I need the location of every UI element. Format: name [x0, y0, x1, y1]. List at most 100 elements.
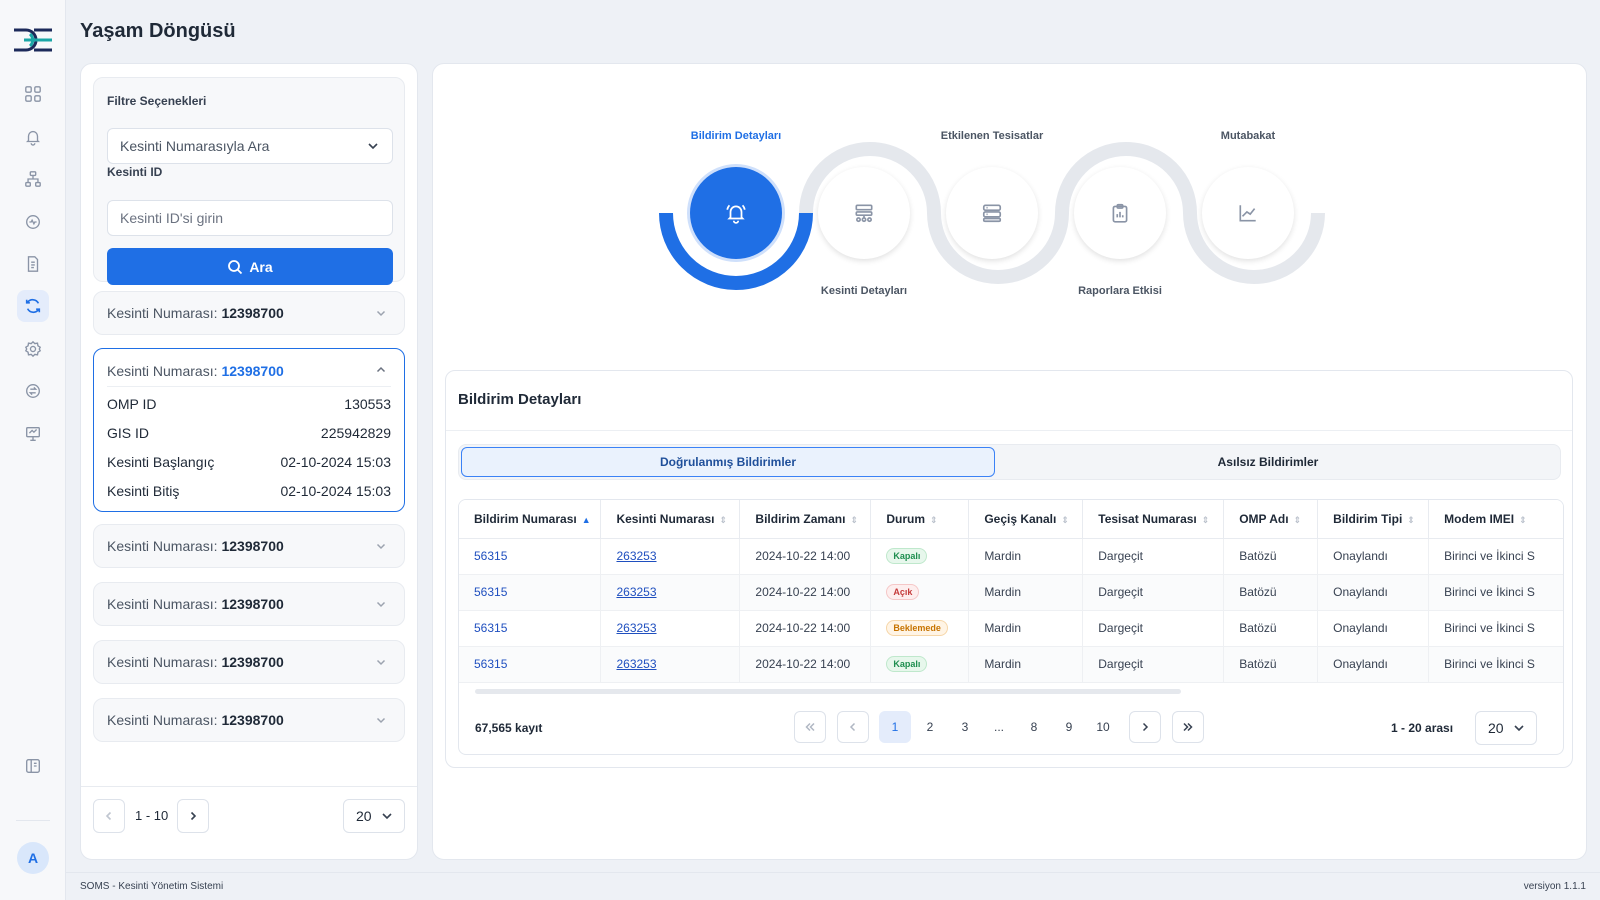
outage-header: Kesinti Numarası: 12398700	[107, 363, 284, 379]
detail-key: OMP ID	[107, 396, 157, 412]
notification-link[interactable]: 56315	[474, 549, 508, 563]
next-page-button[interactable]	[177, 799, 209, 833]
filter-type-select[interactable]: Kesinti Numarasıyla Ara	[107, 128, 393, 164]
column-header[interactable]: OMP Adı ⇕	[1223, 500, 1319, 539]
table-page-size-select[interactable]: 20	[1475, 711, 1537, 745]
prev-page-button[interactable]	[93, 799, 125, 833]
table-cell: Onaylandı	[1317, 610, 1430, 647]
sort-icon: ⇕	[850, 514, 858, 525]
outage-accordion-item[interactable]: Kesinti Numarası: 12398700	[93, 698, 405, 742]
bell-icon[interactable]	[17, 121, 49, 153]
outage-number: 12398700	[221, 712, 284, 728]
outage-accordion-item[interactable]: Kesinti Numarası: 12398700	[93, 291, 405, 335]
column-header[interactable]: Durum ⇕	[870, 500, 970, 539]
step-report-impact[interactable]	[1074, 167, 1166, 259]
column-label: Modem IMEI	[1444, 511, 1515, 526]
column-header[interactable]: Modem IMEI ⇕	[1428, 500, 1563, 539]
first-page-button[interactable]	[794, 711, 826, 743]
page-title: Yaşam Döngüsü	[80, 20, 236, 42]
outage-accordion-item[interactable]: Kesinti Numarası: 12398700	[93, 524, 405, 568]
lifecycle-icon[interactable]	[17, 290, 49, 322]
step-notification-details[interactable]	[690, 167, 782, 259]
outage-accordion-item[interactable]: Kesinti Numarası: 12398700	[93, 640, 405, 684]
table-cell: Batözü	[1223, 538, 1319, 575]
step-outage-details[interactable]	[818, 167, 910, 259]
table-cell: Batözü	[1223, 646, 1319, 683]
monitor-icon[interactable]	[17, 206, 49, 238]
page-size-select[interactable]: 20	[343, 799, 405, 833]
page-size-value: 20	[1488, 720, 1504, 736]
outage-link[interactable]: 263253	[616, 657, 657, 671]
section-title: Bildirim Detayları	[458, 391, 582, 408]
notification-link[interactable]: 56315	[474, 585, 508, 599]
table-cell: Onaylandı	[1317, 646, 1430, 683]
tab-false-notifications[interactable]: Asılsız Bildirimler	[1217, 455, 1319, 469]
page-number[interactable]: 3	[961, 720, 969, 734]
step-label: Etkilenen Tesisatlar	[940, 130, 1044, 142]
search-icon	[228, 259, 243, 274]
prev-page-button[interactable]	[837, 711, 869, 743]
outage-link[interactable]: 263253	[616, 621, 657, 635]
settings-icon[interactable]	[17, 333, 49, 365]
table-cell: Mardin	[968, 574, 1084, 611]
outage-list-panel: Filtre Seçenekleri Kesinti Numarasıyla A…	[80, 63, 418, 860]
column-header[interactable]: Tesisat Numarası ⇕	[1082, 500, 1225, 539]
chevron-down-icon	[376, 659, 386, 666]
column-header[interactable]: Bildirim Zamanı ⇕	[739, 500, 872, 539]
outage-accordion-item-expanded[interactable]: Kesinti Numarası: 12398700 OMP ID 130553 G…	[93, 348, 405, 512]
table-row: 56315 263253 2024-10-22 14:00 Kapalı Mar…	[459, 538, 1563, 575]
outage-link[interactable]: 263253	[616, 549, 657, 563]
status-badge: Kapalı	[886, 656, 928, 672]
sort-icon: ⇕	[930, 514, 938, 525]
tab-verified-notifications[interactable]: Doğrulanmış Bildirimler	[461, 447, 995, 477]
book-icon[interactable]	[17, 750, 49, 782]
page-number[interactable]: 10	[1096, 720, 1110, 734]
column-header[interactable]: Geçiş Kanalı ⇕	[968, 500, 1084, 539]
detail-key: GIS ID	[107, 425, 150, 441]
table-cell: 2024-10-22 14:00	[739, 610, 872, 647]
status-badge: Açık	[886, 584, 920, 600]
outage-id-input[interactable]	[107, 200, 393, 236]
panel-footer-divider	[81, 786, 417, 787]
column-header[interactable]: Bildirim Numarası ▲	[459, 500, 602, 539]
step-reconciliation[interactable]	[1202, 167, 1294, 259]
horizontal-scrollbar[interactable]	[475, 689, 1181, 694]
detail-value: 225942829	[320, 425, 391, 441]
avatar[interactable]: A	[17, 842, 49, 874]
dashboard-icon[interactable]	[17, 78, 49, 110]
step-affected-installations[interactable]	[946, 167, 1038, 259]
column-header[interactable]: Kesinti Numarası ⇕	[600, 500, 741, 539]
next-page-button[interactable]	[1129, 711, 1161, 743]
outage-number: 12398700	[221, 596, 284, 612]
outage-label: Kesinti Numarası:	[107, 538, 218, 554]
page-number[interactable]: 1	[879, 711, 911, 743]
last-page-button[interactable]	[1172, 711, 1204, 743]
hierarchy-icon[interactable]	[17, 163, 49, 195]
exchange-icon[interactable]	[17, 375, 49, 407]
filter-box: Filtre Seçenekleri Kesinti Numarasıyla A…	[93, 77, 405, 285]
notification-link[interactable]: 56315	[474, 657, 508, 671]
page-number[interactable]: 9	[1065, 720, 1073, 734]
notification-link[interactable]: 56315	[474, 621, 508, 635]
outage-accordion-item[interactable]: Kesinti Numarası: 12398700	[93, 582, 405, 626]
chevron-down-icon	[376, 543, 386, 550]
document-icon[interactable]	[17, 248, 49, 280]
search-button[interactable]: Ara	[107, 248, 393, 285]
step-label: Bildirim Detayları	[690, 130, 782, 142]
page-number[interactable]: 2	[926, 720, 934, 734]
app-logo[interactable]	[12, 24, 54, 56]
column-label: OMP Adı	[1239, 511, 1289, 526]
outage-label: Kesinti Numarası:	[107, 712, 218, 728]
table-row: 56315 263253 2024-10-22 14:00 Açık Mardi…	[459, 574, 1563, 611]
presentation-icon[interactable]	[17, 418, 49, 450]
sort-asc-icon: ▲	[581, 514, 591, 525]
outage-number: 12398700	[221, 363, 284, 379]
detail-row: GIS ID 225942829	[107, 425, 391, 441]
table-cell: Batözü	[1223, 610, 1319, 647]
outage-link[interactable]: 263253	[616, 585, 657, 599]
page-number[interactable]: 8	[1030, 720, 1038, 734]
table-cell: Dargeçit	[1082, 646, 1225, 683]
outage-number: 12398700	[221, 305, 284, 321]
chevron-up-icon[interactable]	[374, 363, 388, 377]
column-header[interactable]: Bildirim Tipi ⇕	[1317, 500, 1430, 539]
